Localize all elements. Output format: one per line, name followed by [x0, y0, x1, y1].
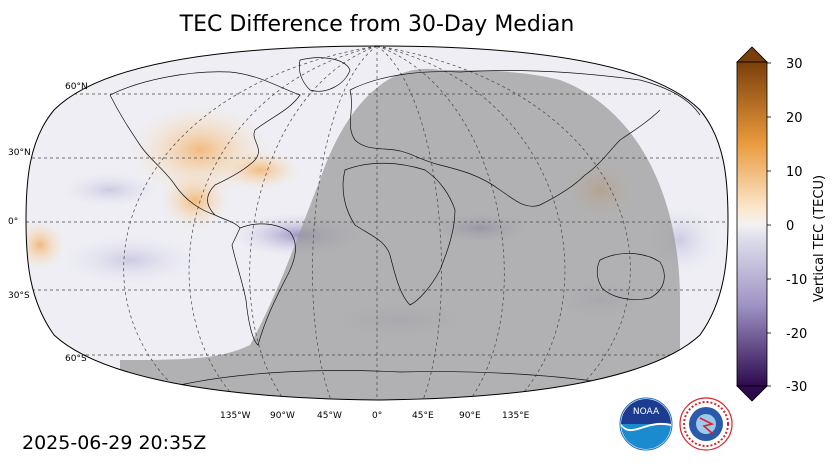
lon-label-90w: 90°W — [270, 411, 295, 421]
colorbar-tick-neg10: -10 — [786, 273, 807, 288]
globe-outline — [25, 45, 729, 401]
colorbar-label: Vertical TEC (TECU) — [812, 175, 827, 302]
colorbar-tick-20: 20 — [786, 111, 803, 126]
lat-label-30n: 30°N — [8, 148, 31, 158]
colorbar-tick-neg20: -20 — [786, 327, 807, 342]
lon-label-45w: 45°W — [317, 411, 342, 421]
lon-label-135w: 135°W — [220, 411, 251, 421]
lat-label-60s: 60°S — [65, 354, 87, 364]
lat-label-30s: 30°S — [8, 291, 30, 301]
colorbar-tick-neg30: -30 — [786, 380, 807, 395]
colorbar-top-arrow — [736, 46, 768, 63]
timestamp: 2025-06-29 20:35Z — [22, 432, 207, 454]
lon-label-135e: 135°E — [502, 411, 530, 421]
graticule — [26, 46, 728, 400]
colorbar-bottom-arrow — [736, 385, 768, 402]
noaa-logo-text: NOAA — [633, 407, 660, 417]
lat-label-60n: 60°N — [65, 82, 88, 92]
colorbar-tick-30: 30 — [786, 57, 803, 72]
colorbar: 30 20 10 0 -10 -20 -30 Vertical TEC (TEC… — [736, 46, 827, 402]
tec-field — [26, 46, 728, 400]
colorbar-gradient — [736, 61, 768, 387]
coastlines — [109, 57, 701, 386]
lat-label-0: 0° — [8, 217, 18, 227]
noaa-logo: NOAA — [619, 397, 673, 451]
nws-logo — [679, 397, 733, 451]
map-title: TEC Difference from 30-Day Median — [179, 12, 575, 37]
colorbar-tick-0: 0 — [786, 219, 794, 234]
lon-label-90e: 90°E — [459, 411, 481, 421]
colorbar-tick-10: 10 — [786, 165, 803, 180]
lon-label-45e: 45°E — [412, 411, 434, 421]
night-shading — [120, 68, 680, 400]
lon-label-0: 0° — [372, 411, 382, 421]
